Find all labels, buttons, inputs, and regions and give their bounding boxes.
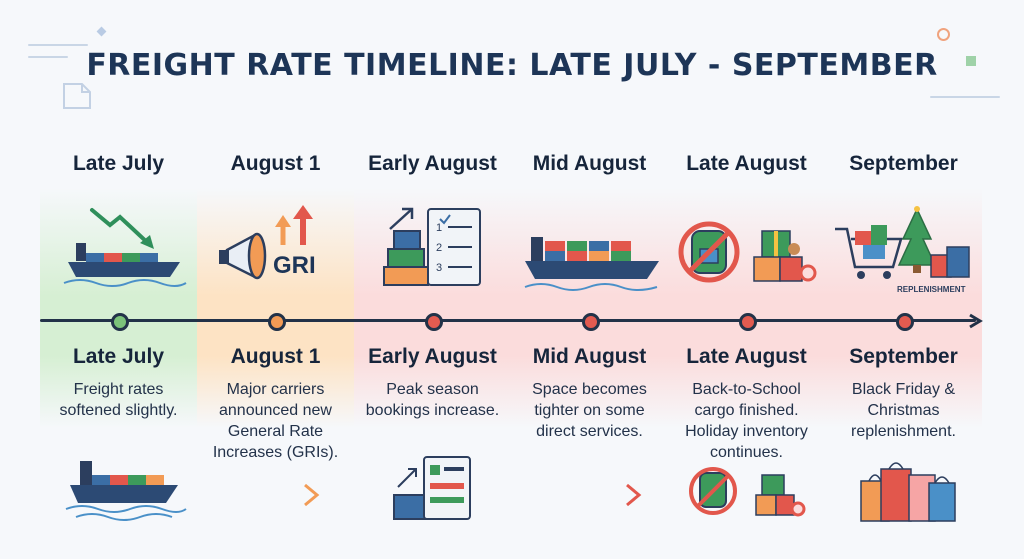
column-subheading: Early August (368, 345, 497, 368)
cargo-ship-icon (65, 461, 187, 521)
timeline-marker-september (896, 313, 914, 331)
column-description: Black Friday & Christmas replenishment. (851, 381, 956, 440)
timeline-marker-late-august (739, 313, 757, 331)
column-subheading: Mid August (532, 345, 647, 368)
column-background (197, 188, 354, 428)
gri-text: GRI (273, 252, 316, 279)
containers-checklist-icon: 1 2 3 (383, 207, 481, 286)
column-background (511, 188, 668, 428)
timeline-column-august-1: August 1 GRI August 1 Major carriers ann… (197, 140, 354, 559)
deco-square (966, 56, 976, 66)
deco-lines (28, 44, 88, 68)
column-heading: Late July (72, 152, 165, 175)
deco-diamond (96, 26, 107, 37)
column-heading: August 1 (230, 152, 321, 175)
page-title: FREIGHT RATE TIMELINE: LATE JULY - SEPTE… (86, 48, 938, 83)
ship-with-down-arrow-icon (63, 208, 187, 287)
timeline-axis (40, 313, 983, 331)
column-background (825, 188, 982, 428)
deco-lines-right (930, 96, 1000, 108)
right-arrow-icon (555, 483, 642, 507)
shopping-bags-icon (860, 462, 956, 522)
timeline-column-mid-august: Mid August Mid August Space becomes tigh… (511, 140, 668, 559)
column-description: Space becomes tighter on some direct ser… (532, 381, 647, 440)
column-subheading: September (849, 345, 958, 368)
checklist-number: 2 (436, 242, 442, 254)
column-heading: Mid August (532, 152, 647, 175)
column-description: Major carriers announced new General Rat… (212, 381, 339, 461)
timeline-marker-mid-august (582, 313, 600, 331)
timeline-marker-late-july (111, 313, 129, 331)
timeline-column-september: September REPLENISHMENT September Black … (825, 140, 982, 559)
column-background (40, 188, 197, 428)
megaphone-gri-icon: GRI (219, 205, 316, 280)
loaded-ship-icon (524, 237, 659, 291)
column-description: Freight rates softened slightly. (59, 381, 178, 419)
timeline-column-late-august: Late August Late August Back-to-School c… (668, 140, 825, 559)
timeline-line (40, 319, 976, 322)
column-heading: Late August (686, 152, 807, 175)
timeline-marker-early-august (425, 313, 443, 331)
column-heading: September (849, 152, 958, 175)
booking-form-icon (393, 456, 471, 520)
column-heading: Early August (368, 152, 497, 175)
right-arrow-icon (233, 483, 320, 507)
checklist-number: 3 (436, 262, 442, 274)
replenishment-text: REPLENISHMENT (897, 285, 966, 294)
timeline-column-late-july: Late July Late July Freight rates soften… (40, 140, 197, 559)
timeline-marker-august-1 (268, 313, 286, 331)
christmas-shopping-icon: REPLENISHMENT (835, 206, 970, 294)
column-subheading: August 1 (230, 345, 321, 368)
column-description: Peak season bookings increase. (365, 381, 500, 419)
checklist-number: 1 (436, 222, 442, 234)
column-subheading: Late August (686, 345, 807, 368)
timeline-column-early-august: Early August 1 2 3 Early August Peak sea… (354, 140, 511, 559)
document-deco-icon (63, 83, 91, 109)
timeline-arrowhead-icon (969, 313, 983, 329)
deco-circle (937, 28, 950, 41)
column-subheading: Late July (72, 345, 165, 368)
no-backpack-gifts-icon (689, 467, 806, 517)
column-description: Back-to-School cargo finished. Holiday i… (685, 381, 808, 461)
no-backpack-gifts-icon (678, 221, 817, 283)
